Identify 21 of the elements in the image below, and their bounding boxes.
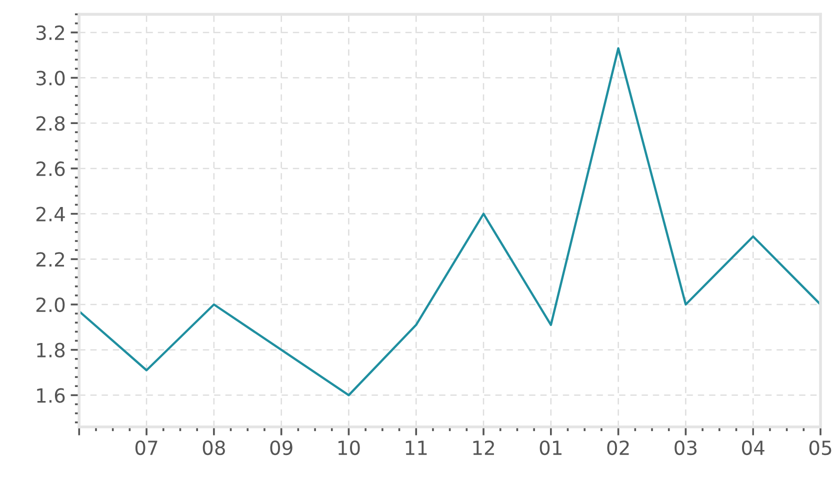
line-series — [79, 47, 821, 396]
y-tick-label: 2.2 — [36, 252, 64, 267]
x-tick-label: 04 — [742, 440, 764, 456]
x-tick-label: 02 — [607, 440, 629, 456]
y-tick-label: 2.0 — [36, 297, 65, 312]
x-tick-label: 12 — [473, 440, 494, 455]
x-tick-label: 03 — [674, 440, 697, 456]
x-tick-label: 08 — [202, 440, 225, 456]
y-tick-label: 3.2 — [36, 25, 64, 40]
x-tick-label: 07 — [135, 440, 158, 456]
x-tick-label: 10 — [338, 440, 360, 456]
x-tick-label: 05 — [809, 440, 832, 456]
x-tick-label: 09 — [270, 440, 292, 456]
y-tick-label: 3.0 — [36, 70, 65, 86]
y-tick-label: 1.6 — [37, 388, 65, 403]
y-tick-label: 1.8 — [37, 342, 65, 358]
x-tick-label: 11 — [406, 440, 427, 455]
x-tick-label: 01 — [540, 440, 562, 456]
y-tick-label: 2.8 — [36, 116, 65, 131]
y-tick-label: 2.6 — [36, 161, 65, 176]
y-tick-label: 2.4 — [36, 206, 65, 222]
